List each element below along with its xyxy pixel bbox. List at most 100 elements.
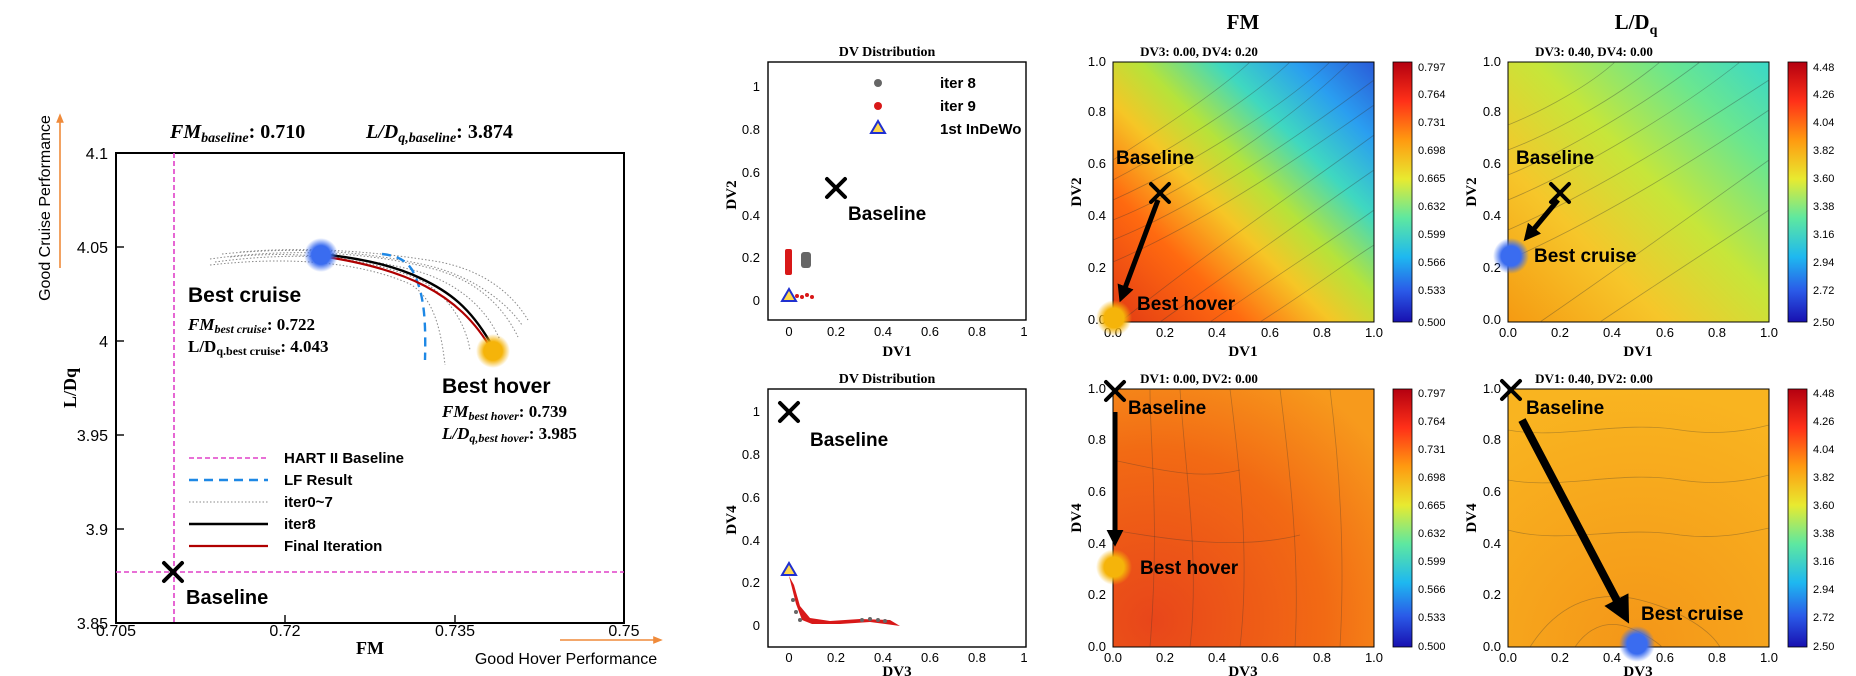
panel-title: DV3: 0.40, DV4: 0.00: [1535, 44, 1653, 59]
x-axis-label: DV1: [1228, 344, 1257, 360]
panel-title: DV Distribution: [839, 45, 936, 60]
colorbar: [1787, 61, 1808, 323]
svg-text:0.698: 0.698: [1418, 145, 1446, 157]
panel-title: DV1: 0.00, DV2: 0.00: [1140, 371, 1258, 386]
y-tick-label: 4.1: [86, 146, 108, 163]
x-axis-label: DV3: [1623, 664, 1652, 676]
svg-text:0.4: 0.4: [1483, 208, 1501, 223]
svg-text:0.0: 0.0: [1483, 312, 1501, 327]
colorbar-ticks: 4.48 4.26 4.04 3.82 3.60 3.38 3.16 2.94 …: [1813, 388, 1834, 653]
best-hover-ld-label: L/D: [441, 424, 469, 443]
fm-contour-top: DV3: 0.00, DV4: 0.20 0.0 0.2 0.4 0.6 0.8…: [1069, 44, 1446, 360]
iter8-points: [801, 252, 811, 268]
svg-text:3.82: 3.82: [1813, 145, 1834, 157]
svg-text:0.4: 0.4: [874, 324, 892, 339]
y-axis-label: DV2: [724, 180, 740, 209]
colorbar-ticks: 0.797 0.764 0.731 0.698 0.665 0.632 0.59…: [1418, 388, 1446, 653]
best-hover-title: Best hover: [442, 375, 551, 398]
colorbar: [1787, 388, 1808, 648]
x-tick-label: 0.735: [435, 623, 475, 640]
svg-text:0.6: 0.6: [921, 324, 939, 339]
svg-text:1.0: 1.0: [1483, 381, 1501, 396]
y-tick-label: 3.85: [77, 616, 108, 633]
svg-text:0.599: 0.599: [1418, 556, 1446, 568]
svg-text:3.38: 3.38: [1813, 528, 1834, 540]
svg-text:0.4: 0.4: [1603, 650, 1621, 665]
main-y-axis: 4.1 4.05 4 3.95 3.9 3.85: [77, 146, 108, 633]
svg-text:0.8: 0.8: [1313, 650, 1331, 665]
svg-text:0.764: 0.764: [1418, 89, 1446, 101]
svg-text:3.38: 3.38: [1813, 201, 1834, 213]
optimization-arrow: [1117, 199, 1161, 303]
svg-text:3.60: 3.60: [1813, 500, 1834, 512]
svg-text:0.0: 0.0: [1499, 650, 1517, 665]
column-title-ld: L/Dq: [1615, 10, 1658, 38]
baseline-label: Baseline: [848, 204, 926, 225]
best-hover-label: Best hover: [1140, 558, 1239, 579]
svg-text:0.533: 0.533: [1418, 612, 1446, 624]
y-tick-label: 3.9: [86, 522, 108, 539]
svg-text:0.566: 0.566: [1418, 584, 1446, 596]
best-hover-fm-value: : 0.739: [519, 402, 567, 421]
best-hover-fm: FMbest hover: 0.739: [441, 402, 567, 423]
legend-label: iter8: [284, 516, 316, 533]
indewo-triangle: [780, 561, 798, 576]
panel-title: DV1: 0.40, DV2: 0.00: [1535, 371, 1653, 386]
best-hover-ld-sub: q,best hover: [469, 431, 529, 445]
svg-text:0.0: 0.0: [1483, 639, 1501, 654]
baseline-label: Baseline: [1516, 148, 1594, 169]
y-ticks: 0.0 0.2 0.4 0.6 0.8 1.0: [1088, 381, 1106, 654]
svg-text:0.533: 0.533: [1418, 285, 1446, 297]
svg-text:0.6: 0.6: [1483, 156, 1501, 171]
svg-text:0.2: 0.2: [1088, 587, 1106, 602]
contour-lines: [1507, 424, 1770, 648]
y-tick-label: 3.95: [77, 428, 108, 445]
iter8-points: [791, 598, 887, 623]
svg-text:1: 1: [1020, 324, 1027, 339]
contour-lines: [1112, 61, 1375, 323]
main-plot-frame: [115, 152, 625, 624]
x-tick-label: 0.705: [96, 623, 136, 640]
svg-text:0.4: 0.4: [874, 650, 892, 665]
svg-text:0.2: 0.2: [742, 575, 760, 590]
svg-text:0: 0: [753, 293, 760, 308]
y-ticks: 0.0 0.2 0.4 0.6 0.8 1.0: [1088, 54, 1106, 327]
svg-text:0.731: 0.731: [1418, 444, 1446, 456]
y-axis-label: DV4: [1069, 503, 1085, 533]
svg-text:1.0: 1.0: [1365, 325, 1383, 340]
svg-text:0.632: 0.632: [1418, 201, 1446, 213]
svg-text:0.4: 0.4: [1088, 536, 1106, 551]
y-axis-label: DV4: [724, 505, 740, 535]
svg-text:1.0: 1.0: [1483, 54, 1501, 69]
svg-text:4.04: 4.04: [1813, 117, 1834, 129]
main-x-axis-label: FM: [356, 638, 384, 658]
y-tick-label: 4.05: [77, 240, 108, 257]
header-ld-baseline: L/Dq,baseline: 3.874: [365, 121, 513, 146]
x-tick-label: 0.72: [269, 623, 300, 640]
panel-title: DV Distribution: [839, 372, 936, 387]
best-hover-marker: [476, 334, 510, 368]
svg-text:1.0: 1.0: [1088, 381, 1106, 396]
header-fm-value: : 0.710: [249, 121, 306, 143]
best-cruise-fm-sub: best cruise: [214, 322, 267, 336]
final-iteration-curve: [319, 254, 494, 353]
svg-text:0: 0: [785, 324, 792, 339]
baseline-marker: [1549, 182, 1571, 204]
svg-text:1.0: 1.0: [1760, 650, 1778, 665]
best-cruise-label: Best cruise: [1534, 246, 1636, 267]
best-cruise-title: Best cruise: [188, 284, 301, 307]
panel-title: DV3: 0.00, DV4: 0.20: [1140, 44, 1258, 59]
contour-field: [1507, 388, 1770, 648]
best-hover-fm-label: FM: [441, 402, 469, 421]
svg-text:0.8: 0.8: [1313, 325, 1331, 340]
main-legend: HART II Baseline LF Result iter0~7 iter8…: [189, 450, 404, 555]
legend-label: HART II Baseline: [284, 450, 404, 467]
header-fm-baseline: FMbaseline: 0.710: [169, 121, 305, 146]
svg-text:0.8: 0.8: [1088, 104, 1106, 119]
svg-text:1: 1: [753, 79, 760, 94]
svg-text:0.8: 0.8: [1708, 325, 1726, 340]
best-cruise-fm: FMbest cruise: 0.722: [187, 315, 315, 336]
svg-text:0.500: 0.500: [1418, 317, 1446, 329]
svg-text:0.797: 0.797: [1418, 388, 1446, 400]
svg-text:0.8: 0.8: [1708, 650, 1726, 665]
